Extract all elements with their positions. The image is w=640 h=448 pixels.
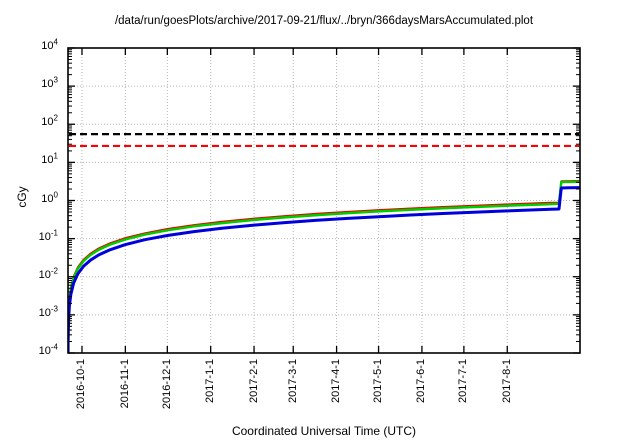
y-tick-label: 104 [41,37,58,52]
y-tick-label: 102 [41,113,58,129]
y-tick-label: 10-3 [38,304,58,319]
x-axis-title: Coordinated Universal Time (UTC) [231,424,417,438]
y-tick-label: 101 [41,151,58,167]
x-tick-label: 2017-8-1 [500,359,513,404]
series-green-line [68,180,580,351]
y-tick-label: 10-1 [38,227,58,243]
x-tick-label: 2016-12-1 [160,359,173,410]
x-tick-label: 2017-4-1 [330,359,343,404]
y-tick-label: 10-2 [38,266,58,281]
x-tick-label: 2017-2-1 [247,359,260,404]
x-tick-label: 2017-7-1 [457,359,470,404]
chart-title: /data/run/goesPlots/archive/2017-09-21/f… [114,15,534,27]
x-tick-label: 2016-11-1 [118,359,131,409]
x-tick-label: 2017-6-1 [415,359,428,404]
y-tick-label: 100 [41,189,58,205]
x-tick-label: 2017-3-1 [286,359,299,404]
y-tick-label: 103 [41,75,58,91]
y-tick-label: 10-4 [38,342,58,357]
x-tick-label: 2017-5-1 [372,359,385,404]
x-tick-label: 2017-1-1 [204,359,217,404]
series-blue-line [68,186,580,353]
x-tick-label: 2016-10-1 [75,359,88,410]
